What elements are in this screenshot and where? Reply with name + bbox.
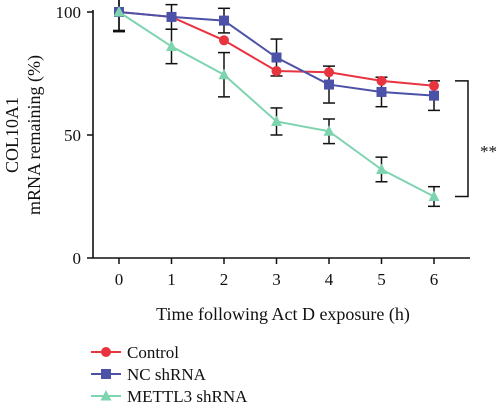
- x-axis-label: Time following Act D exposure (h): [156, 304, 410, 325]
- x-tick-label: 4: [325, 270, 334, 289]
- y-axis-label-line1: COL10A1: [2, 97, 22, 173]
- data-point-nc-shrna: [271, 52, 282, 63]
- x-tick-label: 1: [167, 270, 176, 289]
- data-point-nc-shrna: [219, 15, 229, 26]
- data-point-control: [219, 35, 229, 46]
- y-tick-label: 0: [73, 249, 82, 268]
- legend-marker-control: [101, 347, 111, 357]
- plot-area: 0 50 100 0 1 2 3 4 5 6: [56, 0, 470, 289]
- legend-label-nc-shrna: NC shRNA: [127, 365, 207, 384]
- data-point-control: [324, 67, 334, 78]
- legend-marker-nc-shrna: [101, 369, 111, 379]
- data-point-nc-shrna: [376, 86, 387, 97]
- data-point-nc-shrna: [429, 90, 439, 101]
- data-point-mettl3-shrna: [271, 115, 282, 126]
- data-point-mettl3-shrna: [166, 40, 177, 51]
- legend: Control NC shRNA METTL3 shRNA: [91, 343, 248, 406]
- y-tick-label: 100: [56, 3, 82, 22]
- legend-label-mettl3-shrna: METTL3 shRNA: [127, 387, 248, 406]
- data-point-nc-shrna: [166, 11, 177, 22]
- data-point-mettl3-shrna: [218, 68, 230, 80]
- x-tick-label: 0: [115, 270, 124, 289]
- data-point-mettl3-shrna: [428, 190, 440, 201]
- data-point-control: [376, 75, 387, 86]
- x-tick-label: 2: [220, 270, 229, 289]
- data-point-mettl3-shrna: [323, 125, 335, 136]
- data-point-mettl3-shrna: [376, 163, 387, 174]
- y-axis-label-line2: mRNA remaining (%): [24, 55, 45, 215]
- data-point-control: [429, 80, 439, 91]
- significance-bracket: [455, 80, 469, 198]
- data-point-nc-shrna: [324, 79, 334, 90]
- data-point-control: [271, 66, 282, 77]
- significance-annotation: **: [480, 142, 497, 161]
- data-point-mettl3-shrna: [113, 6, 125, 17]
- x-tick-label: 5: [377, 270, 386, 289]
- x-tick-label: 6: [430, 270, 439, 289]
- y-tick-label: 50: [64, 126, 81, 145]
- legend-marker-mettl3-shrna: [100, 390, 112, 401]
- legend-label-control: Control: [127, 343, 179, 362]
- x-tick-label: 3: [272, 270, 281, 289]
